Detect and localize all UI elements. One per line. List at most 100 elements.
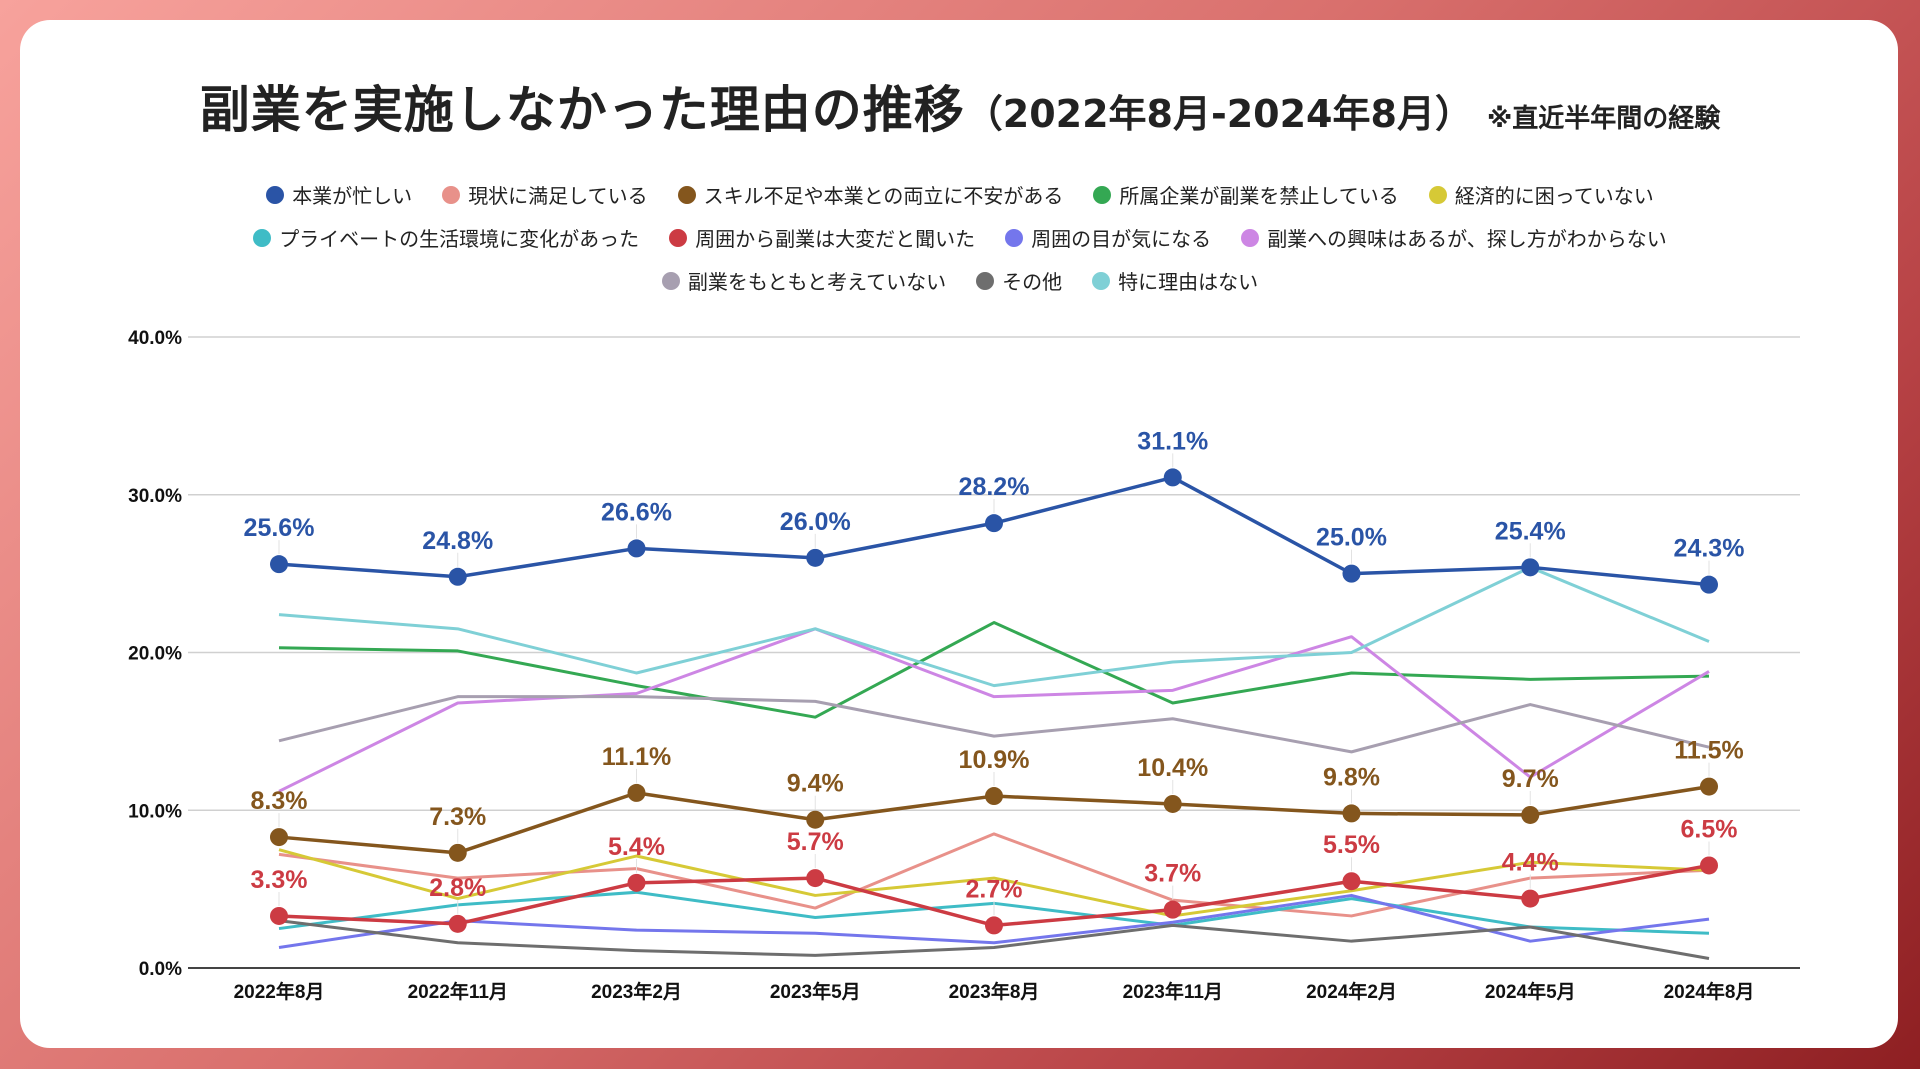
series-line [278,832,1710,918]
legend-label: 周囲から副業は大変だと聞いた [695,227,976,251]
x-tick-label: 2023年8月 [949,980,1040,1003]
data-point [985,916,1003,935]
legend-label: 副業をもともと考えていない [687,270,947,294]
x-tick-label: 2022年8月 [234,980,325,1003]
legend-label: 現状に満足している [468,184,648,208]
data-label: 4.4% [1502,849,1559,877]
chart-title-range: （2022年8月-2024年8月） [964,92,1473,136]
series-line [278,565,1710,688]
chart-title-main: 副業を実施しなかった理由の推移 [199,81,965,139]
data-label: 9.7% [1502,765,1559,793]
data-label: 26.0% [780,508,851,536]
data-label: 2.8% [429,874,486,902]
legend-swatch-icon [661,271,680,290]
data-label: 10.9% [959,746,1030,774]
data-label: 10.4% [1137,754,1208,782]
data-label: 24.8% [422,527,493,555]
data-label: 25.0% [1316,524,1387,552]
data-point [1342,872,1361,891]
legend-swatch-icon [1241,228,1260,247]
x-tick-label: 2024年5月 [1485,980,1576,1003]
legend-label: 経済的に困っていない [1454,184,1654,208]
data-label: 11.1% [602,743,672,771]
legend-item[interactable]: 副業への興味はあるが、探し方がわからない [1241,223,1667,252]
legend-swatch-icon [442,185,461,204]
data-point [1700,777,1718,796]
series-line [278,695,1710,754]
x-tick-label: 2024年2月 [1306,980,1397,1003]
data-label: 3.7% [1144,860,1201,888]
data-point [985,787,1003,806]
legend-item[interactable]: プライベートの生活環境に変化があった [253,223,639,252]
data-label: 5.5% [1323,831,1380,859]
data-label: 11.5% [1674,737,1744,765]
data-point [448,567,467,586]
legend-label: 副業への興味はあるが、探し方がわからない [1267,227,1667,251]
series-line [278,627,1710,793]
legend-swatch-icon [1092,271,1111,290]
legend-item[interactable]: 特に理由はない [1092,266,1258,295]
legend-item[interactable]: 周囲の目が気になる [1005,223,1211,252]
data-label: 9.4% [787,770,844,798]
x-tick-label: 2024年8月 [1664,980,1755,1003]
y-tick-label: 30.0% [128,486,182,507]
legend-item[interactable]: その他 [976,266,1062,295]
legend-swatch-icon [253,228,272,247]
legend-label: スキル不足や本業との両立に不安がある [703,184,1064,208]
chart-subtitle-note: ※直近半年間の経験 [1486,104,1721,134]
data-label: 7.3% [429,803,486,831]
data-label: 6.5% [1681,815,1738,843]
data-label: 25.4% [1495,517,1566,545]
x-tick-label: 2022年11月 [408,980,508,1003]
data-point [1700,856,1718,875]
data-label: 26.6% [601,498,672,526]
data-point [806,548,825,567]
legend-swatch-icon [669,228,688,247]
legend-label: その他 [1002,270,1063,294]
data-point [1163,794,1182,813]
data-label: 5.7% [787,828,844,856]
x-tick-label: 2023年5月 [770,980,861,1003]
data-point [1342,564,1361,583]
data-point [985,514,1003,533]
y-tick-label: 0.0% [139,959,182,980]
data-label: 24.3% [1674,535,1745,563]
legend-row: 副業をもともと考えていない その他 特に理由はない [661,266,1258,295]
data-point [627,873,646,892]
data-point [1163,900,1182,919]
data-point [1521,805,1540,824]
data-label: 8.3% [251,787,308,815]
x-tick-label: 2023年11月 [1123,980,1223,1003]
legend-label: 特に理由はない [1118,270,1259,294]
legend-item[interactable]: 現状に満足している [442,180,648,209]
legend-item[interactable]: 経済的に困っていない [1428,180,1654,209]
legend-item[interactable]: 周囲から副業は大変だと聞いた [669,223,975,252]
data-label: 3.3% [251,866,308,894]
data-point [806,869,825,888]
legend-item[interactable]: 本業が忙しい [266,180,412,209]
data-label: 25.6% [244,514,315,542]
legend-label: 本業が忙しい [292,184,413,208]
data-label: 31.1% [1137,427,1208,455]
legend-label: 周囲の目が気になる [1031,227,1212,251]
data-point [1521,889,1540,908]
legend-swatch-icon [1428,185,1447,204]
legend-item[interactable]: スキル不足や本業との両立に不安がある [677,180,1064,209]
data-label: 9.8% [1323,763,1380,791]
legend-swatch-icon [976,271,995,290]
data-point [270,906,288,925]
legend-label: 所属企業が副業を禁止している [1119,184,1399,208]
chart-legend: 本業が忙しい 現状に満足している スキル不足や本業との両立に不安がある 所属企業が副業… [0,180,1920,295]
legend-item[interactable]: 副業をもともと考えていない [661,266,947,295]
data-label: 2.7% [966,875,1023,903]
data-point [448,914,467,933]
series-line [278,919,1710,961]
data-point [1700,575,1718,594]
series-line [278,893,1710,949]
legend-swatch-icon [266,185,285,204]
x-tick-label: 2023年2月 [591,980,682,1003]
legend-row: 本業が忙しい 現状に満足している スキル不足や本業との両立に不安がある 所属企業が副業… [266,180,1654,209]
legend-swatch-icon [1093,185,1112,204]
legend-item[interactable]: 所属企業が副業を禁止している [1093,180,1399,209]
